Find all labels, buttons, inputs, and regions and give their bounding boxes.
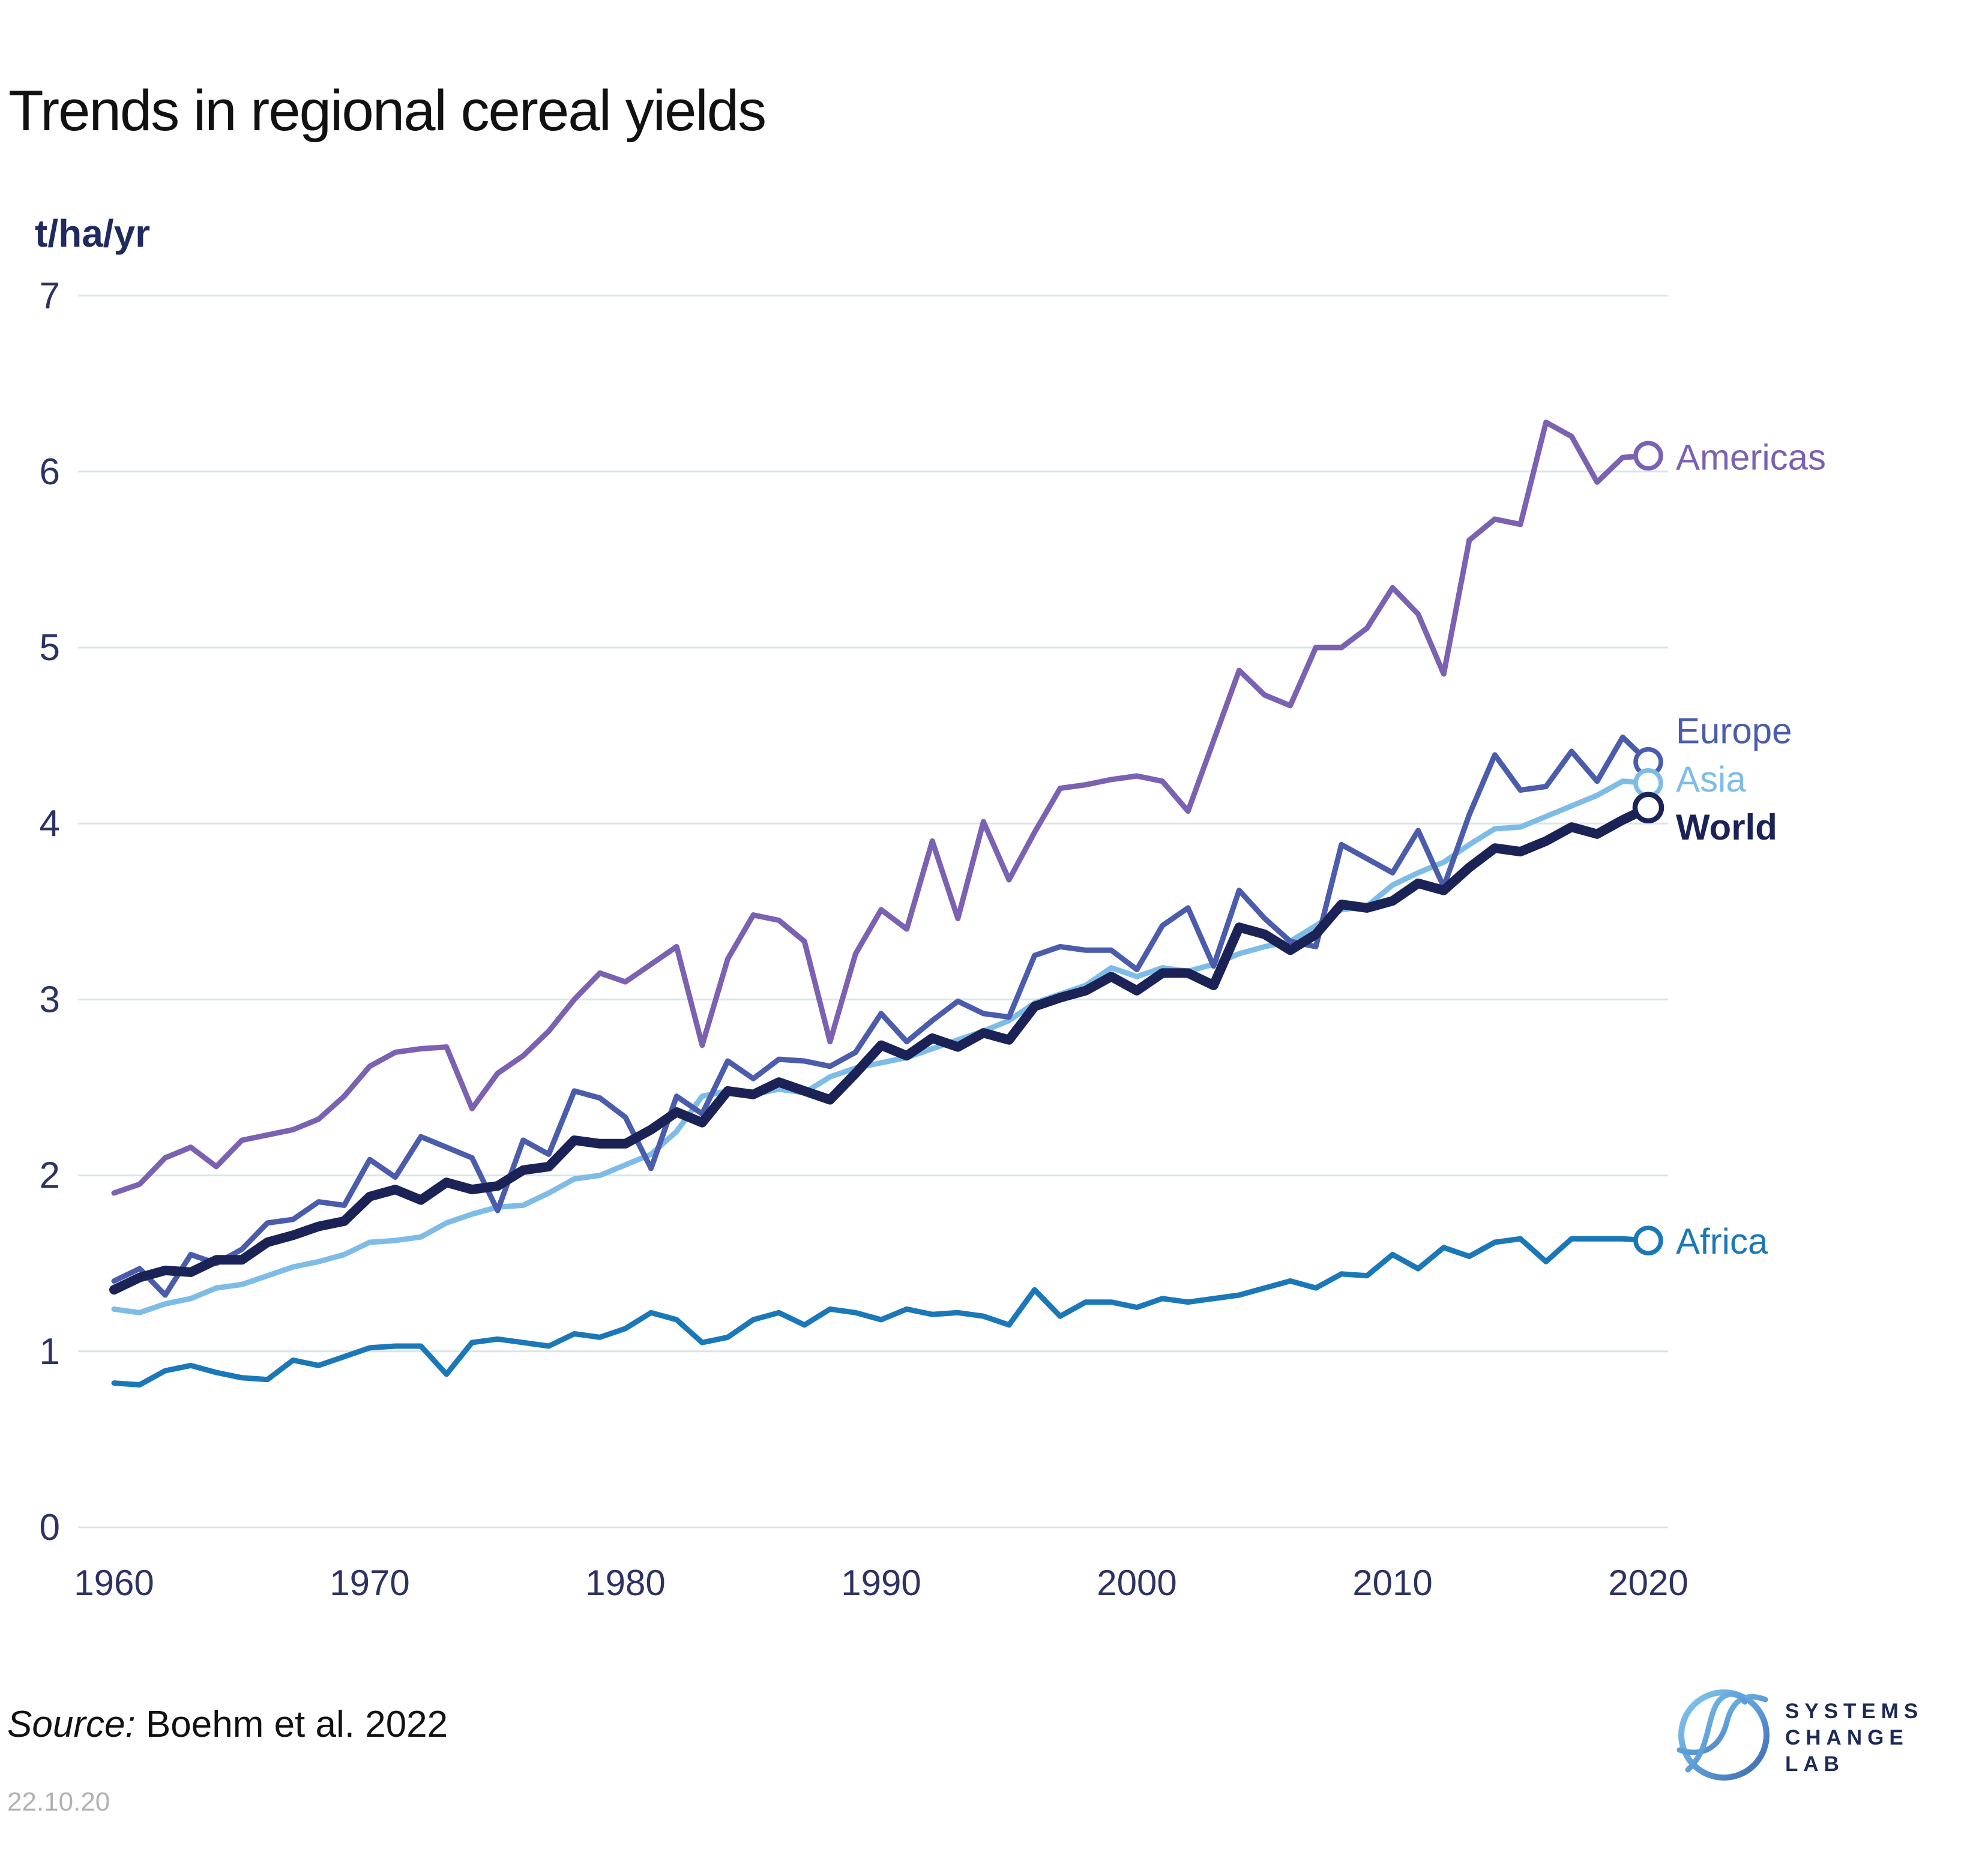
legend-label-europe: Europe bbox=[1676, 711, 1792, 751]
source-label: Source: bbox=[7, 1704, 136, 1745]
y-tick-label-6: 6 bbox=[40, 451, 60, 493]
x-tick-label-2020: 2020 bbox=[1608, 1563, 1688, 1603]
date-stamp: 22.10.20 bbox=[7, 1787, 110, 1817]
legend-label-americas: Americas bbox=[1676, 437, 1826, 477]
end-marker-world bbox=[1632, 792, 1664, 824]
x-tick-label-2010: 2010 bbox=[1352, 1563, 1432, 1603]
y-axis-unit-label: t/ha/yr bbox=[35, 212, 151, 255]
logo-line-1: SYSTEMS bbox=[1785, 1700, 1924, 1723]
x-tick-label-1990: 1990 bbox=[841, 1563, 921, 1603]
y-tick-label-5: 5 bbox=[40, 627, 60, 669]
y-tick-label-1: 1 bbox=[40, 1331, 60, 1372]
logo-line-3: LAB bbox=[1785, 1752, 1845, 1776]
series-line-europe bbox=[111, 735, 1651, 1298]
series-line-africa bbox=[111, 1236, 1651, 1387]
end-marker-africa bbox=[1633, 1225, 1663, 1255]
y-tick-label-0: 0 bbox=[40, 1507, 60, 1548]
series-line-americas bbox=[111, 419, 1651, 1196]
end-marker-americas bbox=[1633, 440, 1663, 471]
legend-label-world: World bbox=[1676, 807, 1777, 847]
systems-change-lab-logo: SYSTEMS CHANGE LAB bbox=[1675, 1684, 1963, 1804]
legend-label-asia: Asia bbox=[1676, 759, 1746, 799]
series-line-world bbox=[109, 802, 1653, 1295]
end-marker-asia bbox=[1633, 768, 1663, 798]
y-tick-label-4: 4 bbox=[40, 803, 60, 844]
legend-label-africa: Africa bbox=[1676, 1221, 1768, 1261]
x-tick-label-1960: 1960 bbox=[74, 1563, 154, 1603]
logo-wordmark: SYSTEMS CHANGE LAB bbox=[1785, 1698, 1923, 1778]
page-title: Trends in regional cereal yields bbox=[8, 79, 767, 143]
source-attribution: Source: Boehm et al. 2022 bbox=[7, 1703, 448, 1746]
y-tick-label-7: 7 bbox=[40, 275, 60, 317]
x-tick-label-1970: 1970 bbox=[330, 1563, 409, 1603]
x-tick-label-2000: 2000 bbox=[1097, 1563, 1176, 1603]
y-tick-label-2: 2 bbox=[40, 1155, 60, 1197]
source-text: Boehm et al. 2022 bbox=[145, 1704, 448, 1745]
series-line-asia bbox=[111, 778, 1651, 1315]
logo-globe-icon bbox=[1676, 1689, 1770, 1781]
x-tick-label-1980: 1980 bbox=[585, 1563, 665, 1603]
y-tick-label-3: 3 bbox=[40, 979, 60, 1020]
logo-line-2: CHANGE bbox=[1785, 1726, 1909, 1749]
